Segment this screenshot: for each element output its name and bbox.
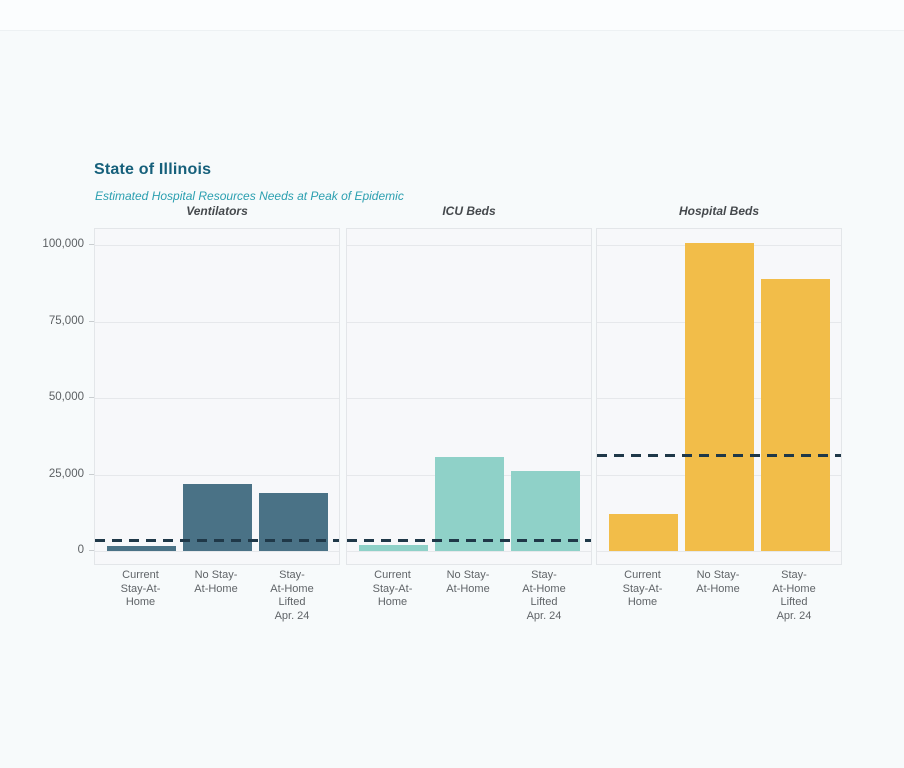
x-tick-label: No Stay- At-Home bbox=[194, 569, 238, 595]
panel-hospital-beds: Hospital Beds Current Stay-At- Home No Stay-… bbox=[596, 204, 842, 622]
bar-stay-at-home-lifted-apr-24 bbox=[258, 493, 328, 552]
bar-current-stay-at-home bbox=[107, 545, 176, 552]
plot-area bbox=[94, 228, 340, 565]
y-tick-mark bbox=[89, 320, 94, 322]
gridline-0 bbox=[95, 551, 339, 552]
chart-title: State of Illinois bbox=[94, 161, 212, 178]
gridline-100000 bbox=[95, 245, 339, 246]
x-tick-label: Stay- At-Home Lifted Apr. 24 bbox=[772, 569, 816, 622]
bar-current-stay-at-home bbox=[609, 513, 678, 552]
y-tick-mark bbox=[89, 244, 94, 245]
gridline-25000 bbox=[95, 474, 339, 476]
bar-stay-at-home-lifted-apr-24 bbox=[760, 279, 830, 552]
panel-title: ICU Beds bbox=[442, 204, 496, 218]
panel-ventilators: Ventilators Current Stay-At- Home No Stay- At… bbox=[94, 204, 340, 622]
panel-title: Hospital Beds bbox=[678, 204, 759, 218]
y-tick-mark bbox=[89, 550, 94, 551]
panel-title: Ventilators bbox=[186, 204, 248, 218]
x-axis-labels: Current Stay-At- Home No Stay- At-Home Stay- A… bbox=[596, 569, 842, 629]
capacity-line bbox=[95, 539, 339, 543]
gridline-0 bbox=[597, 551, 841, 552]
bar-no-stay-at-home bbox=[684, 243, 754, 552]
top-bar bbox=[0, 0, 904, 31]
plot-area bbox=[346, 228, 592, 565]
x-tick-label: Current Stay-At- Home bbox=[372, 569, 413, 608]
bar-current-stay-at-home bbox=[359, 545, 428, 552]
x-tick-label: Current Stay-At- Home bbox=[622, 569, 663, 608]
capacity-line bbox=[347, 539, 591, 543]
capacity-line bbox=[597, 453, 841, 457]
x-axis-labels: Current Stay-At- Home No Stay- At-Home Stay- A… bbox=[346, 569, 592, 629]
gridline-100000 bbox=[347, 245, 591, 246]
gridline-75000 bbox=[95, 321, 339, 323]
x-tick-label: Current Stay-At- Home bbox=[120, 569, 161, 608]
gridline-50000 bbox=[95, 398, 339, 399]
gridline-75000 bbox=[347, 321, 591, 323]
y-tick-mark bbox=[89, 397, 94, 398]
x-tick-label: Stay- At-Home Lifted Apr. 24 bbox=[522, 569, 566, 622]
x-tick-label: No Stay- At-Home bbox=[446, 569, 490, 595]
panel-icu-beds: ICU Beds Current Stay-At- Home No Stay- At-Ho… bbox=[346, 204, 592, 622]
y-tick-label-25000: 25,000 bbox=[48, 467, 84, 480]
bar-no-stay-at-home bbox=[434, 457, 504, 552]
gridline-50000 bbox=[347, 398, 591, 399]
y-tick-label-100000: 100,000 bbox=[42, 238, 84, 250]
chart-subtitle: Estimated Hospital Resources Needs at Pe… bbox=[95, 189, 404, 203]
plot-area bbox=[596, 228, 842, 565]
x-tick-label: Stay- At-Home Lifted Apr. 24 bbox=[270, 569, 314, 622]
y-tick-label-75000: 75,000 bbox=[48, 314, 84, 327]
y-tick-label-50000: 50,000 bbox=[48, 391, 84, 403]
x-tick-label: No Stay- At-Home bbox=[696, 569, 740, 595]
gridline-0 bbox=[347, 551, 591, 552]
y-tick-label-0: 0 bbox=[77, 544, 84, 556]
bar-stay-at-home-lifted-apr-24 bbox=[510, 471, 580, 552]
x-axis-labels: Current Stay-At- Home No Stay- At-Home Stay- A… bbox=[94, 569, 340, 629]
y-tick-mark bbox=[89, 473, 94, 475]
